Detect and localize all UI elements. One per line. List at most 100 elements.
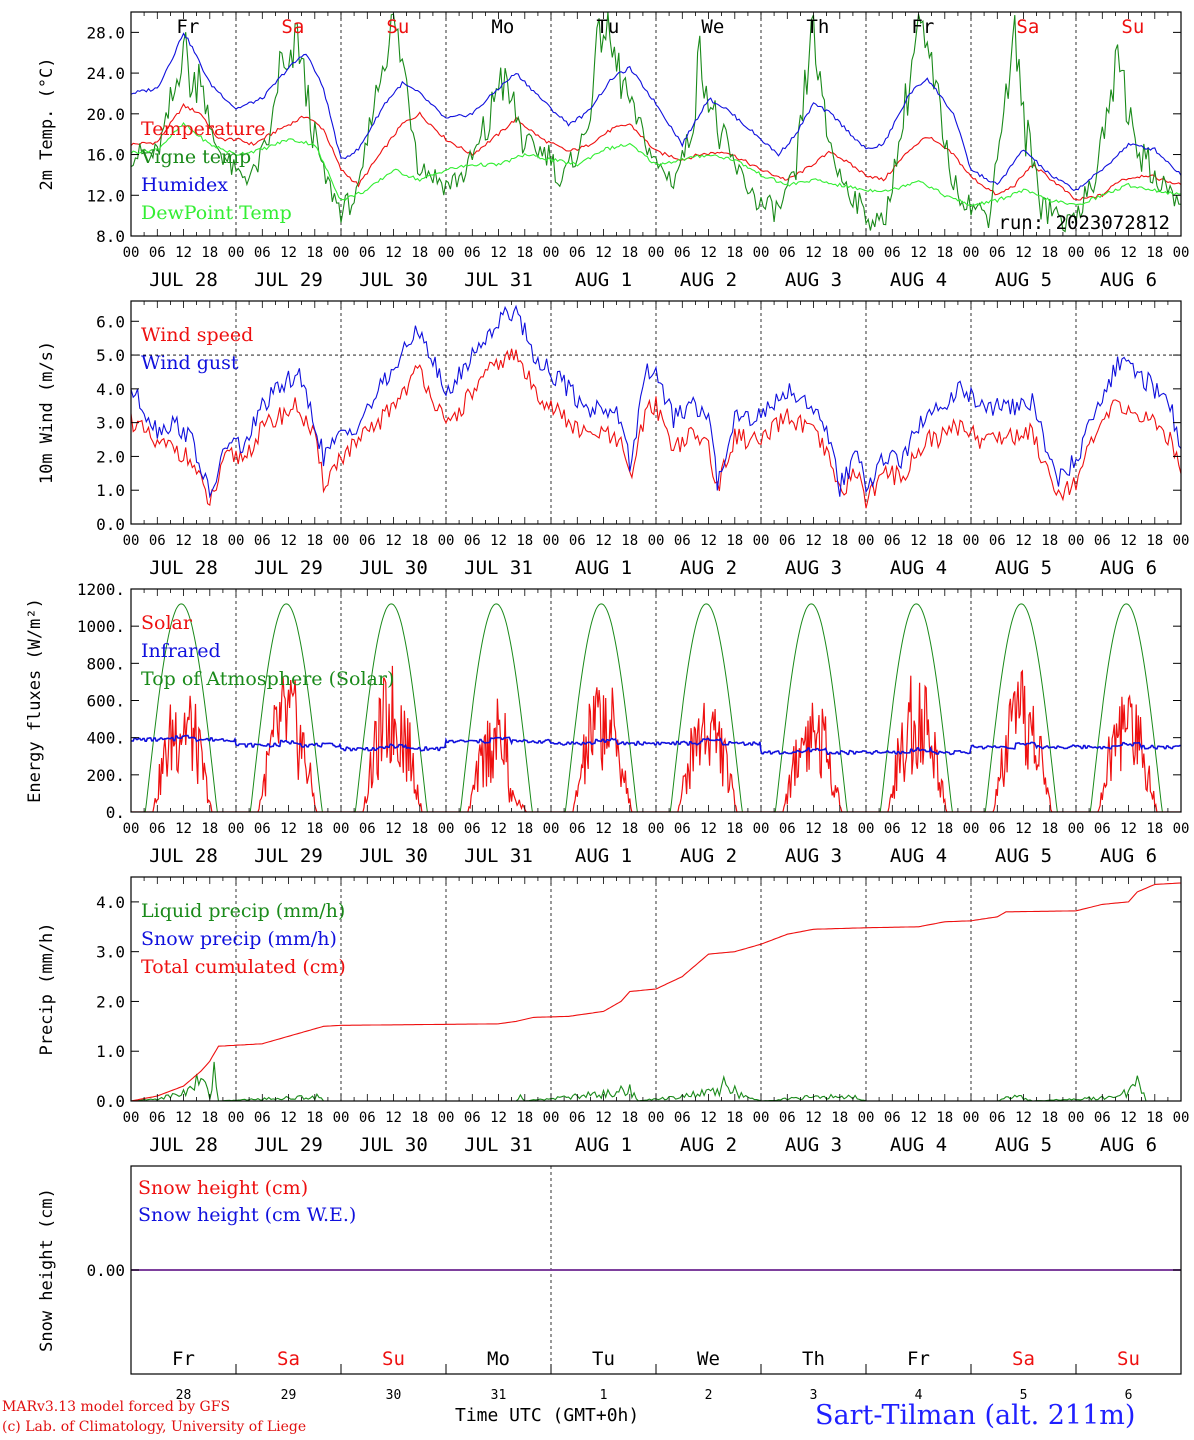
x-hour-label: 06: [884, 1110, 901, 1126]
x-hour-label: 12: [385, 821, 402, 837]
x-hour-label: 06: [569, 1110, 586, 1126]
x-hour-label: 00: [1173, 533, 1190, 549]
day-ticks: [130, 1364, 1182, 1374]
x-hour-label: 06: [149, 821, 166, 837]
weekday-label: Mo: [491, 16, 514, 38]
weekday-label: Sa: [277, 1348, 300, 1370]
y-tick-label: 600.: [86, 692, 125, 711]
infrared-line: [131, 734, 1181, 756]
x-hour-label: 00: [753, 1110, 770, 1126]
y-tick-label: 5.0: [96, 346, 125, 365]
weekday-label: We: [697, 1348, 720, 1370]
x-hour-label: 18: [621, 821, 638, 837]
x-date-label: JUL 30: [359, 1134, 428, 1156]
x-hour-label: 06: [149, 245, 166, 261]
y-tick-label: 2.0: [96, 447, 125, 466]
x-hour-label: 12: [490, 1110, 507, 1126]
x-date-label: JUL 29: [254, 845, 323, 867]
x-hour-label: 06: [149, 533, 166, 549]
legend-entry: Snow precip (mm/h): [141, 928, 337, 950]
x-hour-label: 18: [201, 533, 218, 549]
x-hour-label: 12: [805, 245, 822, 261]
toa-solar-line: [131, 603, 1181, 812]
x-hour-label: 18: [621, 533, 638, 549]
y-tick-label: 24.0: [86, 64, 125, 83]
y-tick-label: 3.0: [96, 943, 125, 962]
series-line-total-cumulated-cm-: [131, 882, 1181, 1101]
y-tick-label: 2.0: [96, 992, 125, 1011]
day-number-label: 3: [810, 1388, 818, 1403]
x-hour-label: 12: [175, 245, 192, 261]
legend-entry: Total cumulated (cm): [141, 956, 346, 978]
x-hour-label: 18: [411, 533, 428, 549]
y-tick-label: 1.0: [96, 1042, 125, 1061]
x-hour-label: 00: [543, 821, 560, 837]
x-hour-label: 06: [989, 245, 1006, 261]
panel-4: 0.0 1.0 2.0 3.0 4.0 Precip (mm/h) 00 06 12 18 JUL …: [37, 876, 1189, 1156]
day-number-label: 28: [176, 1388, 192, 1403]
x-date-label: AUG 5: [995, 557, 1052, 579]
x-hour-label: 00: [543, 533, 560, 549]
solar-line: [131, 665, 1181, 812]
x-hour-label: 18: [726, 245, 743, 261]
series-group: [131, 12, 1181, 233]
x-date-label: AUG 1: [575, 845, 632, 867]
x-hour-label: 06: [1094, 821, 1111, 837]
x-hour-label: 12: [280, 245, 297, 261]
legend-entry: Top of Atmosphere (Solar): [141, 668, 394, 690]
run-label: run: 2023072812: [998, 212, 1170, 234]
x-date-label: AUG 6: [1100, 1134, 1157, 1156]
x-hour-label: 12: [910, 1110, 927, 1126]
x-hour-label: 06: [779, 821, 796, 837]
x-hour-label: 00: [123, 245, 140, 261]
x-hour-label: 18: [726, 821, 743, 837]
x-hour-label: 00: [1068, 245, 1085, 261]
y-tick-label: 1000.: [77, 617, 125, 636]
weekday-label: Su: [1121, 16, 1144, 38]
series-line-dewpoint-temp: [131, 122, 1181, 206]
x-hour-label: 18: [621, 1110, 638, 1126]
legend-entry: Temperature: [141, 118, 265, 140]
x-hour-label: 00: [333, 533, 350, 549]
x-hour-label: 18: [726, 1110, 743, 1126]
x-hour-label: 18: [516, 245, 533, 261]
x-hour-label: 12: [805, 1110, 822, 1126]
x-hour-label: 00: [1173, 245, 1190, 261]
x-date-label: JUL 28: [149, 557, 218, 579]
x-hour-label: 00: [123, 821, 140, 837]
legend-entry: Snow height (cm): [138, 1177, 308, 1199]
y-axis-label: Snow height (cm): [37, 1188, 57, 1352]
x-date-label: JUL 29: [254, 557, 323, 579]
x-hour-label: 18: [516, 821, 533, 837]
x-hour-label: 18: [1041, 1110, 1058, 1126]
x-date-label: JUL 29: [254, 1134, 323, 1156]
weekday-label: Su: [1117, 1348, 1140, 1370]
x-hour-label: 18: [831, 533, 848, 549]
x-hour-label: 00: [333, 245, 350, 261]
x-hour-label: 12: [385, 533, 402, 549]
x-hour-label: 00: [858, 821, 875, 837]
y-axis-label: Energy fluxes (W/m²): [25, 598, 45, 803]
y-tick-label: 800.: [86, 654, 125, 673]
x-hour-label: 12: [910, 533, 927, 549]
y-axis-label: 10m Wind (m/s): [37, 341, 57, 484]
y-tick-label: 4.0: [96, 893, 125, 912]
x-hour-label: 18: [1146, 821, 1163, 837]
weekday-label: Su: [382, 1348, 405, 1370]
weekday-label: Sa: [281, 16, 304, 38]
y-tick-label: 12.0: [86, 186, 125, 205]
x-hour-label: 00: [1068, 1110, 1085, 1126]
x-date-label: JUL 31: [464, 845, 533, 867]
weekday-label: Th: [802, 1348, 825, 1370]
x-date-label: AUG 2: [680, 1134, 737, 1156]
day-number-label: 29: [281, 1388, 297, 1403]
x-hour-label: 12: [805, 821, 822, 837]
x-hour-label: 06: [1094, 1110, 1111, 1126]
x-hour-label: 18: [201, 1110, 218, 1126]
x-hour-label: 00: [858, 245, 875, 261]
y-tick-label: 1200.: [77, 580, 125, 599]
x-hour-label: 00: [333, 821, 350, 837]
x-hour-label: 00: [858, 1110, 875, 1126]
y-tick-label: 6.0: [96, 312, 125, 331]
x-hour-label: 18: [201, 821, 218, 837]
